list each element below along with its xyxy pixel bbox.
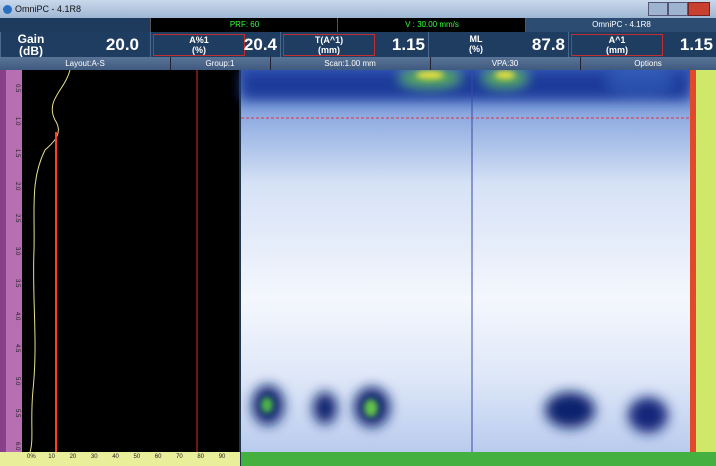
status-bar: PRF: 60 V : 30.00 mm/s OmniPC - 4.1R8	[0, 18, 716, 32]
toolbar-button[interactable]: Options	[580, 57, 716, 70]
reading-unit: (%)	[192, 45, 206, 55]
toolbar-button[interactable]: Scan:1.00 mm	[270, 57, 431, 70]
depth-label: 5.5	[14, 409, 20, 418]
reading-label: Gain	[17, 32, 45, 46]
amplitude-label: 40	[112, 454, 119, 460]
depth-label: 2.5	[14, 214, 20, 223]
reading-value: 1.15	[391, 35, 425, 54]
reading: T(A^1) (mm) 1.15	[280, 32, 429, 57]
c-scan-view	[241, 70, 690, 452]
amplitude-label: 80	[197, 454, 205, 460]
depth-label: 4.0	[14, 311, 20, 320]
depth-label: 4.5	[14, 344, 20, 353]
maximize-button[interactable]	[668, 2, 688, 16]
indication-cores	[261, 71, 515, 417]
depth-ruler-strip	[0, 70, 6, 452]
toolbar-button[interactable]: VPA:30	[430, 57, 581, 70]
depth-label: 3.0	[14, 246, 20, 255]
reading-value: 1.15	[679, 35, 713, 54]
reading: Gain (dB) 20.0	[0, 32, 151, 57]
toolbar-button[interactable]: Group:1	[170, 57, 271, 70]
depth-label: 5.0	[14, 376, 20, 385]
reading-unit: (mm)	[318, 45, 340, 55]
reading-value: 20.4	[243, 35, 277, 54]
amplitude-label: 20	[69, 454, 77, 460]
amplitude-label: 10	[48, 454, 55, 460]
views	[0, 70, 716, 466]
reading-label: ML	[469, 34, 483, 44]
reading: ML (%) 87.8	[428, 32, 569, 57]
window-controls	[648, 2, 710, 16]
reading-unit: (mm)	[606, 45, 628, 55]
amplitude-label: 60	[154, 454, 162, 460]
window-title: OmniPC - 4.1R8	[15, 4, 82, 14]
reading: A%1 (%) 20.4	[150, 32, 281, 57]
depth-label: 2.0	[14, 181, 20, 190]
depth-label: 3.5	[14, 279, 20, 288]
reading-label-box: ML (%)	[431, 34, 521, 54]
depth-label: 6.0	[14, 441, 20, 450]
scan-ruler	[241, 452, 716, 466]
reading-value: 87.8	[531, 35, 565, 54]
amplitude-label: 30	[90, 454, 98, 460]
velocity: V : 30.00 mm/s	[337, 18, 526, 32]
reading-label-box: A^1 (mm)	[571, 34, 663, 56]
amplitude-ruler	[0, 452, 240, 466]
reading: A^1 (mm) 1.15	[568, 32, 716, 57]
close-button[interactable]	[688, 2, 710, 16]
reading-label-box: T(A^1) (mm)	[283, 34, 375, 56]
reading-value: 20.0	[105, 35, 139, 54]
reading-label: A%1	[189, 35, 209, 45]
a-scan-view	[22, 70, 239, 452]
reading-unit: (dB)	[19, 44, 43, 58]
app-name: OmniPC - 4.1R8	[525, 18, 716, 32]
prf: PRF: 60	[150, 18, 338, 32]
reading-unit: (%)	[469, 44, 483, 54]
amplitude-label: 70	[176, 454, 183, 460]
reading-label: T(A^1)	[314, 35, 344, 45]
toolbar: Layout:A-S Group:1 Scan:1.00 mm VPA:30 Optio…	[0, 57, 716, 70]
reading-label-box: Gain (dB)	[1, 33, 61, 57]
toolbar-button[interactable]: Layout:A-S	[0, 57, 171, 70]
depth-label: 1.5	[14, 149, 20, 158]
reading-label-box: A%1 (%)	[153, 34, 245, 56]
amplitude-label: 0%	[27, 454, 36, 460]
depth-label: 0.5	[14, 84, 20, 93]
right-ruler-strip	[690, 70, 696, 452]
amplitude-label: 50	[133, 454, 141, 460]
readings-bar: Gain (dB) 20.0 A%1 (%) 20.4 T(A^1) (mm) 1.15 ML (%…	[0, 32, 716, 57]
a-scan-signal	[29, 70, 71, 453]
reading-label: A^1	[608, 35, 626, 45]
amplitude-label: 90	[218, 454, 226, 460]
title-bar: OmniPC - 4.1R8	[0, 0, 716, 18]
depth-label: 1.0	[14, 116, 20, 125]
app-icon	[3, 5, 12, 15]
minimize-button[interactable]	[648, 2, 668, 16]
